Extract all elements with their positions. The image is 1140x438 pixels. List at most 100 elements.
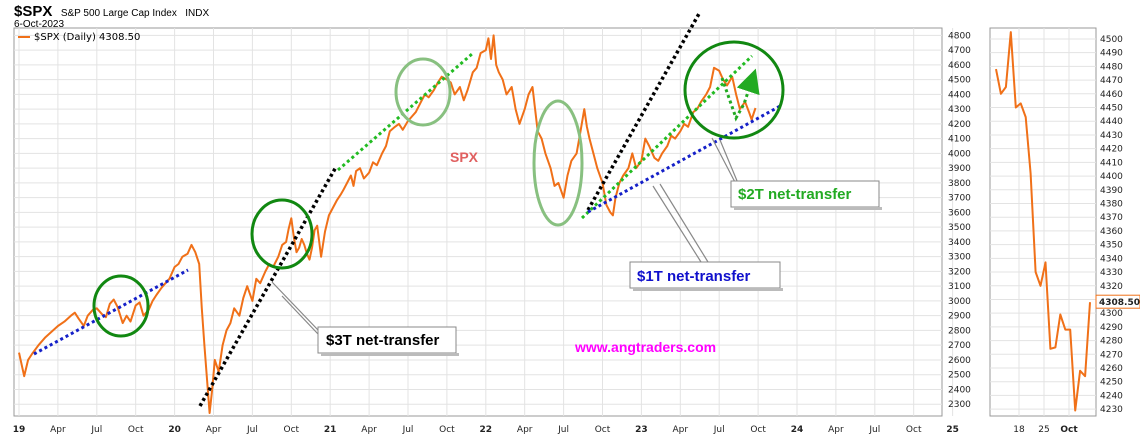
symbol-text: $SPX xyxy=(14,3,52,20)
main-x-tick-label: Oct xyxy=(906,425,922,435)
main-y-tick-label: 2800 xyxy=(948,326,971,336)
chart-title: $SPX S&P 500 Large Cap Index INDX xyxy=(14,3,210,20)
last-price-text: 4308.50 xyxy=(1099,298,1140,308)
label-box-3t: $3T net-transfer xyxy=(317,326,459,356)
main-x-tick-label: Oct xyxy=(750,425,766,435)
zoom-y-tick-label: 4490 xyxy=(1100,49,1123,59)
main-y-tick-label: 2400 xyxy=(948,385,971,395)
main-x-tick-label: Oct xyxy=(284,425,300,435)
label-3t-text: $3T net-transfer xyxy=(326,332,440,349)
main-y-axis: 2300 2400 2500 2600 2700 2800 2900 3000 3100 3200… xyxy=(948,31,971,410)
main-x-tick-label: 25 xyxy=(946,425,959,435)
main-y-tick-label: 4600 xyxy=(948,61,971,71)
watermark-url: www.angtraders.com xyxy=(574,339,716,355)
main-panel-frame xyxy=(13,27,943,417)
forecast-arrow xyxy=(720,68,760,122)
zoom-y-tick-label: 4410 xyxy=(1100,158,1123,168)
zoom-panel-frame xyxy=(989,27,1097,417)
spx-label: SPX xyxy=(450,149,479,165)
zoom-y-tick-label: 4340 xyxy=(1100,254,1123,264)
main-series xyxy=(18,34,757,414)
main-y-tick-label: 2600 xyxy=(948,356,971,366)
main-x-tick-label: Oct xyxy=(128,425,144,435)
zoom-y-tick-label: 4280 xyxy=(1100,337,1123,347)
main-y-tick-label: 4300 xyxy=(948,105,971,115)
zoom-gridlines xyxy=(990,28,1096,416)
main-x-tick-label: 21 xyxy=(324,425,337,435)
zoom-y-tick-label: 4450 xyxy=(1100,104,1123,114)
main-x-axis: 19 Apr Jul Oct 20 Apr Jul Oct 21 Apr Jul Oct 22 Apr Ju… xyxy=(13,425,959,435)
zoom-y-tick-label: 4320 xyxy=(1100,282,1123,292)
zoom-y-tick-label: 4380 xyxy=(1100,199,1123,209)
circle-2020 xyxy=(250,198,314,270)
exchange-text: INDX xyxy=(185,8,209,19)
zoom-y-tick-label: 4390 xyxy=(1100,186,1123,196)
zoom-x-tick-label: Oct xyxy=(1060,425,1078,435)
main-x-tick-label: Apr xyxy=(50,425,66,435)
main-x-tick-label: 22 xyxy=(480,425,493,435)
zoom-y-tick-label: 4230 xyxy=(1100,405,1123,415)
pointer-1t-b xyxy=(659,183,709,263)
main-y-tick-label: 3100 xyxy=(948,282,971,292)
pointer-2t-a xyxy=(711,137,738,187)
label-2t-text: $2T net-transfer xyxy=(738,186,852,203)
main-x-tick-label: Jul xyxy=(557,425,569,435)
zoom-y-tick-label: 4240 xyxy=(1100,391,1123,401)
main-y-tick-label: 2500 xyxy=(948,371,971,381)
main-x-tick-label: Oct xyxy=(595,425,611,435)
zoom-y-tick-label: 4400 xyxy=(1100,172,1123,182)
main-y-tick-label: 3600 xyxy=(948,208,971,218)
black-trendline-2020 xyxy=(198,166,338,407)
main-y-tick-label: 2300 xyxy=(948,400,971,410)
circle-2022 xyxy=(532,99,584,227)
main-y-tick-label: 4200 xyxy=(948,120,971,130)
main-x-tick-label: Apr xyxy=(828,425,844,435)
pointer-3t-b xyxy=(281,295,319,335)
main-x-tick-label: 20 xyxy=(168,425,181,435)
main-x-tick-label: Jul xyxy=(402,425,414,435)
circle-2019 xyxy=(92,274,150,338)
circle-2021 xyxy=(394,57,452,127)
zoom-y-tick-label: 4420 xyxy=(1100,145,1123,155)
main-y-tick-label: 3400 xyxy=(948,238,971,248)
zoom-y-tick-label: 4470 xyxy=(1100,76,1123,86)
main-y-tick-label: 3900 xyxy=(948,164,971,174)
label-box-2t: $2T net-transfer xyxy=(730,180,882,210)
index-name-text: S&P 500 Large Cap Index xyxy=(61,8,177,19)
blue-trendline-2023 xyxy=(587,103,783,214)
zoom-y-tick-label: 4430 xyxy=(1100,131,1123,141)
main-x-tick-label: Jul xyxy=(246,425,258,435)
zoom-y-tick-label: 4300 xyxy=(1100,309,1123,319)
circle-2023 xyxy=(683,40,785,140)
main-gridlines xyxy=(14,28,954,416)
zoom-y-tick-label: 4440 xyxy=(1100,117,1123,127)
main-y-tick-label: 3300 xyxy=(948,253,971,263)
pointer-1t-a xyxy=(652,185,702,263)
zoom-y-tick-label: 4500 xyxy=(1100,35,1123,45)
main-y-tick-label: 3200 xyxy=(948,267,971,277)
main-y-tick-label: 4500 xyxy=(948,76,971,86)
zoom-x-axis: 18 25 Oct xyxy=(1013,425,1078,435)
main-x-tick-label: 19 xyxy=(13,425,26,435)
zoom-x-tick-label: 18 xyxy=(1013,425,1025,435)
pointer-2t-b xyxy=(719,139,741,189)
zoom-series xyxy=(995,31,1091,412)
chart-date: 6-Oct-2023 xyxy=(14,19,64,30)
main-y-tick-label: 4100 xyxy=(948,135,971,145)
main-y-tick-label: 3800 xyxy=(948,179,971,189)
main-y-tick-label: 4800 xyxy=(948,31,971,41)
main-x-tick-label: Jul xyxy=(868,425,880,435)
label-box-1t: $1T net-transfer xyxy=(629,261,783,291)
main-price-line xyxy=(18,34,757,414)
main-y-tick-label: 2700 xyxy=(948,341,971,351)
main-y-tick-label: 3700 xyxy=(948,194,971,204)
main-x-tick-label: 23 xyxy=(635,425,648,435)
zoom-y-tick-label: 4250 xyxy=(1100,378,1123,388)
zoom-y-tick-label: 4260 xyxy=(1100,364,1123,374)
pointer-3t-a xyxy=(271,281,319,331)
main-y-tick-label: 4000 xyxy=(948,149,971,159)
black-trendline-2022 xyxy=(586,11,702,211)
main-x-tick-label: Apr xyxy=(361,425,377,435)
zoom-y-tick-label: 4480 xyxy=(1100,62,1123,72)
main-y-tick-label: 4400 xyxy=(948,90,971,100)
